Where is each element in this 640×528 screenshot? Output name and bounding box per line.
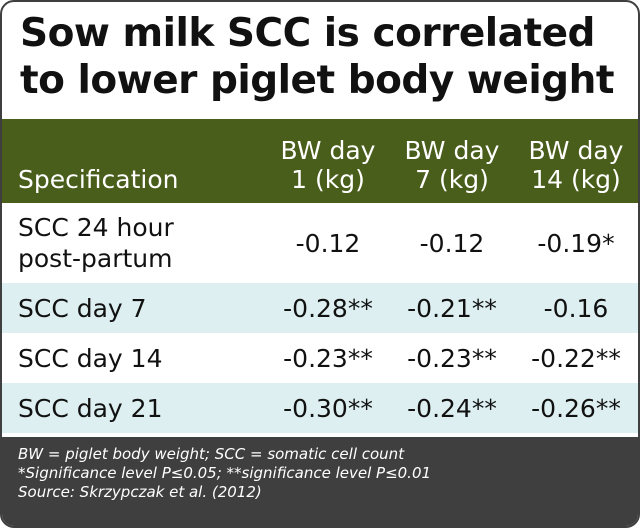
- table-cell: -0.24**: [407, 393, 497, 423]
- row-label: SCC day 21: [18, 393, 163, 423]
- header-bw-day-14-line1: BW day: [528, 136, 624, 165]
- header-bw-day-7-line1: BW day: [404, 136, 500, 165]
- table-cell: -0.23**: [283, 343, 373, 373]
- header-bw-day-1-line2: 1 (kg): [291, 165, 365, 194]
- row-label-line1: SCC 24 hour: [18, 213, 174, 242]
- table-cell: -0.21**: [407, 293, 497, 323]
- header-bw-day-14: BW day 14 (kg): [514, 119, 638, 203]
- table-cell: -0.23**: [407, 343, 497, 373]
- header-bw-day-1: BW day 1 (kg): [266, 119, 390, 203]
- footnote-source: Source: Skrzypczak et al. (2012): [18, 483, 262, 501]
- table-cell: -0.12: [295, 228, 361, 258]
- header-bw-day-14-line2: 14 (kg): [531, 165, 621, 194]
- title-line-1: Sow milk SCC is correlated: [20, 11, 595, 56]
- header-specification: Specification: [18, 165, 179, 194]
- header-bw-day-1-line1: BW day: [280, 136, 376, 165]
- table-row: SCC 24 hour post-partum -0.12 -0.12 -0.1…: [2, 203, 638, 283]
- table-cell: -0.28**: [283, 293, 373, 323]
- table-cell: -0.26**: [531, 393, 621, 423]
- correlation-table: Specification BW day 1 (kg) BW day 7 (kg…: [2, 119, 638, 433]
- footnote-abbreviations: BW = piglet body weight; SCC = somatic c…: [18, 445, 405, 463]
- row-label: SCC 24 hour post-partum: [2, 203, 266, 283]
- header-bw-day-7: BW day 7 (kg): [390, 119, 514, 203]
- table-cell: -0.12: [419, 228, 485, 258]
- row-label: SCC day 7: [18, 293, 147, 323]
- footnote-panel: BW = piglet body weight; SCC = somatic c…: [2, 437, 638, 526]
- row-label-line2: post-partum: [18, 244, 173, 273]
- table-cell: -0.22**: [531, 343, 621, 373]
- table-cell: -0.16: [543, 293, 609, 323]
- footnote-significance: *Significance level P≤0.05; **significan…: [18, 464, 432, 482]
- table-row: SCC day 21 -0.30** -0.24** -0.26**: [2, 383, 638, 433]
- table-cell: -0.30**: [283, 393, 373, 423]
- table-row: SCC day 14 -0.23** -0.23** -0.22**: [2, 333, 638, 383]
- table-cell: -0.19*: [537, 228, 615, 258]
- header-bw-day-7-line2: 7 (kg): [415, 165, 489, 194]
- row-label: SCC day 14: [18, 343, 163, 373]
- chart-title: Sow milk SCC is correlated to lower pigl…: [20, 10, 615, 104]
- table-header-row: Specification BW day 1 (kg) BW day 7 (kg…: [2, 119, 638, 203]
- table-row: SCC day 7 -0.28** -0.21** -0.16: [2, 283, 638, 333]
- title-line-2: to lower piglet body weight: [20, 58, 615, 103]
